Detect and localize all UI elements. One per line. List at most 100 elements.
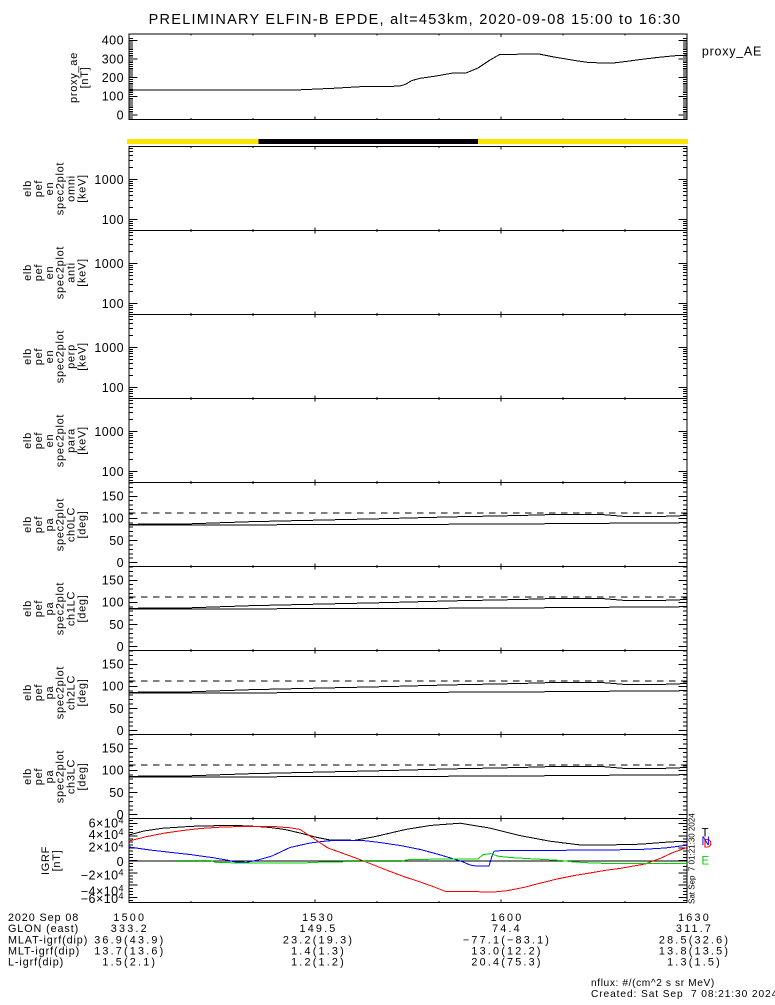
svg-text:[deg]: [deg] xyxy=(77,595,89,623)
svg-text:1.5(2.1): 1.5(2.1) xyxy=(102,957,157,969)
svg-text:ch3LC: ch3LC xyxy=(66,759,78,794)
svg-text:311.7: 311.7 xyxy=(676,923,713,935)
svg-text:50: 50 xyxy=(109,618,124,632)
svg-text:pef: pef xyxy=(33,516,45,534)
svg-text:elb: elb xyxy=(22,600,34,617)
svg-text:pa: pa xyxy=(44,686,56,700)
svg-text:1530: 1530 xyxy=(302,912,335,924)
svg-text:elb: elb xyxy=(22,264,34,281)
svg-text:0: 0 xyxy=(117,855,124,869)
svg-text:300: 300 xyxy=(102,52,124,66)
svg-text:MLT-igrf(dip): MLT-igrf(dip) xyxy=(8,945,80,957)
svg-text:spec2plot: spec2plot xyxy=(55,666,67,719)
svg-text:1.3(1.5): 1.3(1.5) xyxy=(667,957,722,969)
svg-text:2020 Sep 08: 2020 Sep 08 xyxy=(8,912,79,924)
svg-text:[keV]: [keV] xyxy=(77,342,89,371)
svg-text:[nT]: [nT] xyxy=(51,850,63,872)
svg-text:anti: anti xyxy=(66,262,78,283)
svg-text:100: 100 xyxy=(102,297,124,311)
svg-text:[keV]: [keV] xyxy=(77,174,89,203)
svg-text:[deg]: [deg] xyxy=(77,679,89,707)
svg-text:0: 0 xyxy=(117,808,124,822)
svg-text:50: 50 xyxy=(109,702,124,716)
svg-text:elb: elb xyxy=(22,684,34,701)
svg-text:nflux: #/(cm^2 s sr MeV): nflux: #/(cm^2 s sr MeV) xyxy=(591,978,715,989)
svg-text:pef: pef xyxy=(33,348,45,366)
svg-text:1000: 1000 xyxy=(94,425,124,439)
svg-text:T: T xyxy=(702,828,709,840)
svg-text:[keV]: [keV] xyxy=(77,426,89,455)
svg-text:PRELIMINARY ELFIN-B EPDE, alt=: PRELIMINARY ELFIN-B EPDE, alt=453km, 202… xyxy=(149,12,682,28)
svg-text:pef: pef xyxy=(33,684,45,702)
svg-text:MLAT-igrf(dip): MLAT-igrf(dip) xyxy=(8,934,88,946)
svg-text:[deg]: [deg] xyxy=(77,763,89,791)
svg-text:1500: 1500 xyxy=(113,912,146,924)
svg-text:en: en xyxy=(44,350,56,364)
svg-text:1630: 1630 xyxy=(678,912,711,924)
svg-text:ch2LC: ch2LC xyxy=(66,675,78,710)
svg-text:Created: Sat Sep 7 08:21:30 2: Created: Sat Sep 7 08:21:30 2024 xyxy=(591,989,775,1000)
svg-text:en: en xyxy=(44,434,56,448)
svg-text:1000: 1000 xyxy=(94,341,124,355)
svg-text:0: 0 xyxy=(117,640,124,654)
svg-text:13.0(12.2): 13.0(12.2) xyxy=(471,945,542,957)
svg-text:pa: pa xyxy=(44,602,56,616)
svg-text:100: 100 xyxy=(102,764,124,778)
svg-text:[nT]: [nT] xyxy=(79,67,91,89)
svg-text:pa: pa xyxy=(44,770,56,784)
svg-text:proxy_ae: proxy_ae xyxy=(68,52,80,103)
svg-text:pef: pef xyxy=(33,768,45,786)
svg-text:D: D xyxy=(704,839,712,851)
svg-text:pef: pef xyxy=(33,432,45,450)
svg-text:100: 100 xyxy=(102,465,124,479)
svg-text:13.8(13.5): 13.8(13.5) xyxy=(659,945,730,957)
svg-text:ch1LC: ch1LC xyxy=(66,591,78,626)
svg-text:1.4(1.3): 1.4(1.3) xyxy=(291,945,346,957)
svg-text:L-igrf(dip): L-igrf(dip) xyxy=(8,957,64,969)
svg-text:proxy_AE: proxy_AE xyxy=(702,44,762,58)
svg-text:para: para xyxy=(66,428,78,453)
svg-text:100: 100 xyxy=(102,90,124,104)
svg-text:−4×104: −4×104 xyxy=(81,884,124,899)
svg-text:[keV]: [keV] xyxy=(77,258,89,287)
svg-text:pa: pa xyxy=(44,518,56,532)
svg-text:elb: elb xyxy=(22,516,34,533)
svg-text:0: 0 xyxy=(117,556,124,570)
svg-text:6×104: 6×104 xyxy=(89,815,124,830)
svg-text:IGRF: IGRF xyxy=(40,846,52,875)
svg-text:omni: omni xyxy=(66,175,78,202)
svg-text:[deg]: [deg] xyxy=(77,511,89,539)
svg-text:spec2plot: spec2plot xyxy=(55,246,67,299)
svg-text:100: 100 xyxy=(102,381,124,395)
svg-text:400: 400 xyxy=(102,34,124,48)
svg-text:ch0LC: ch0LC xyxy=(66,507,78,542)
svg-text:100: 100 xyxy=(102,213,124,227)
svg-text:200: 200 xyxy=(102,71,124,85)
svg-text:−77.1(−83.1): −77.1(−83.1) xyxy=(463,934,551,946)
svg-text:spec2plot: spec2plot xyxy=(55,750,67,803)
svg-text:36.9(43.9): 36.9(43.9) xyxy=(94,934,165,946)
svg-text:100: 100 xyxy=(102,680,124,694)
svg-text:4×104: 4×104 xyxy=(89,827,124,842)
svg-text:150: 150 xyxy=(102,574,124,588)
svg-text:28.5(32.6): 28.5(32.6) xyxy=(659,934,730,946)
svg-text:spec2plot: spec2plot xyxy=(55,330,67,383)
svg-text:150: 150 xyxy=(102,658,124,672)
svg-text:N: N xyxy=(702,836,710,848)
svg-text:100: 100 xyxy=(102,596,124,610)
svg-text:0: 0 xyxy=(117,724,124,738)
svg-text:50: 50 xyxy=(109,534,124,548)
svg-text:elb: elb xyxy=(22,432,34,449)
svg-text:100: 100 xyxy=(102,512,124,526)
svg-text:1.2(1.2): 1.2(1.2) xyxy=(291,957,346,969)
svg-text:150: 150 xyxy=(102,490,124,504)
svg-text:13.7(13.6): 13.7(13.6) xyxy=(94,945,165,957)
svg-text:74.4: 74.4 xyxy=(492,923,522,935)
svg-text:0: 0 xyxy=(117,108,124,122)
svg-text:1000: 1000 xyxy=(94,173,124,187)
svg-text:149.5: 149.5 xyxy=(299,923,337,935)
svg-text:−2×104: −2×104 xyxy=(81,868,124,883)
svg-text:spec2plot: spec2plot xyxy=(55,582,67,635)
svg-text:spec2plot: spec2plot xyxy=(55,498,67,551)
svg-text:spec2plot: spec2plot xyxy=(55,414,67,467)
